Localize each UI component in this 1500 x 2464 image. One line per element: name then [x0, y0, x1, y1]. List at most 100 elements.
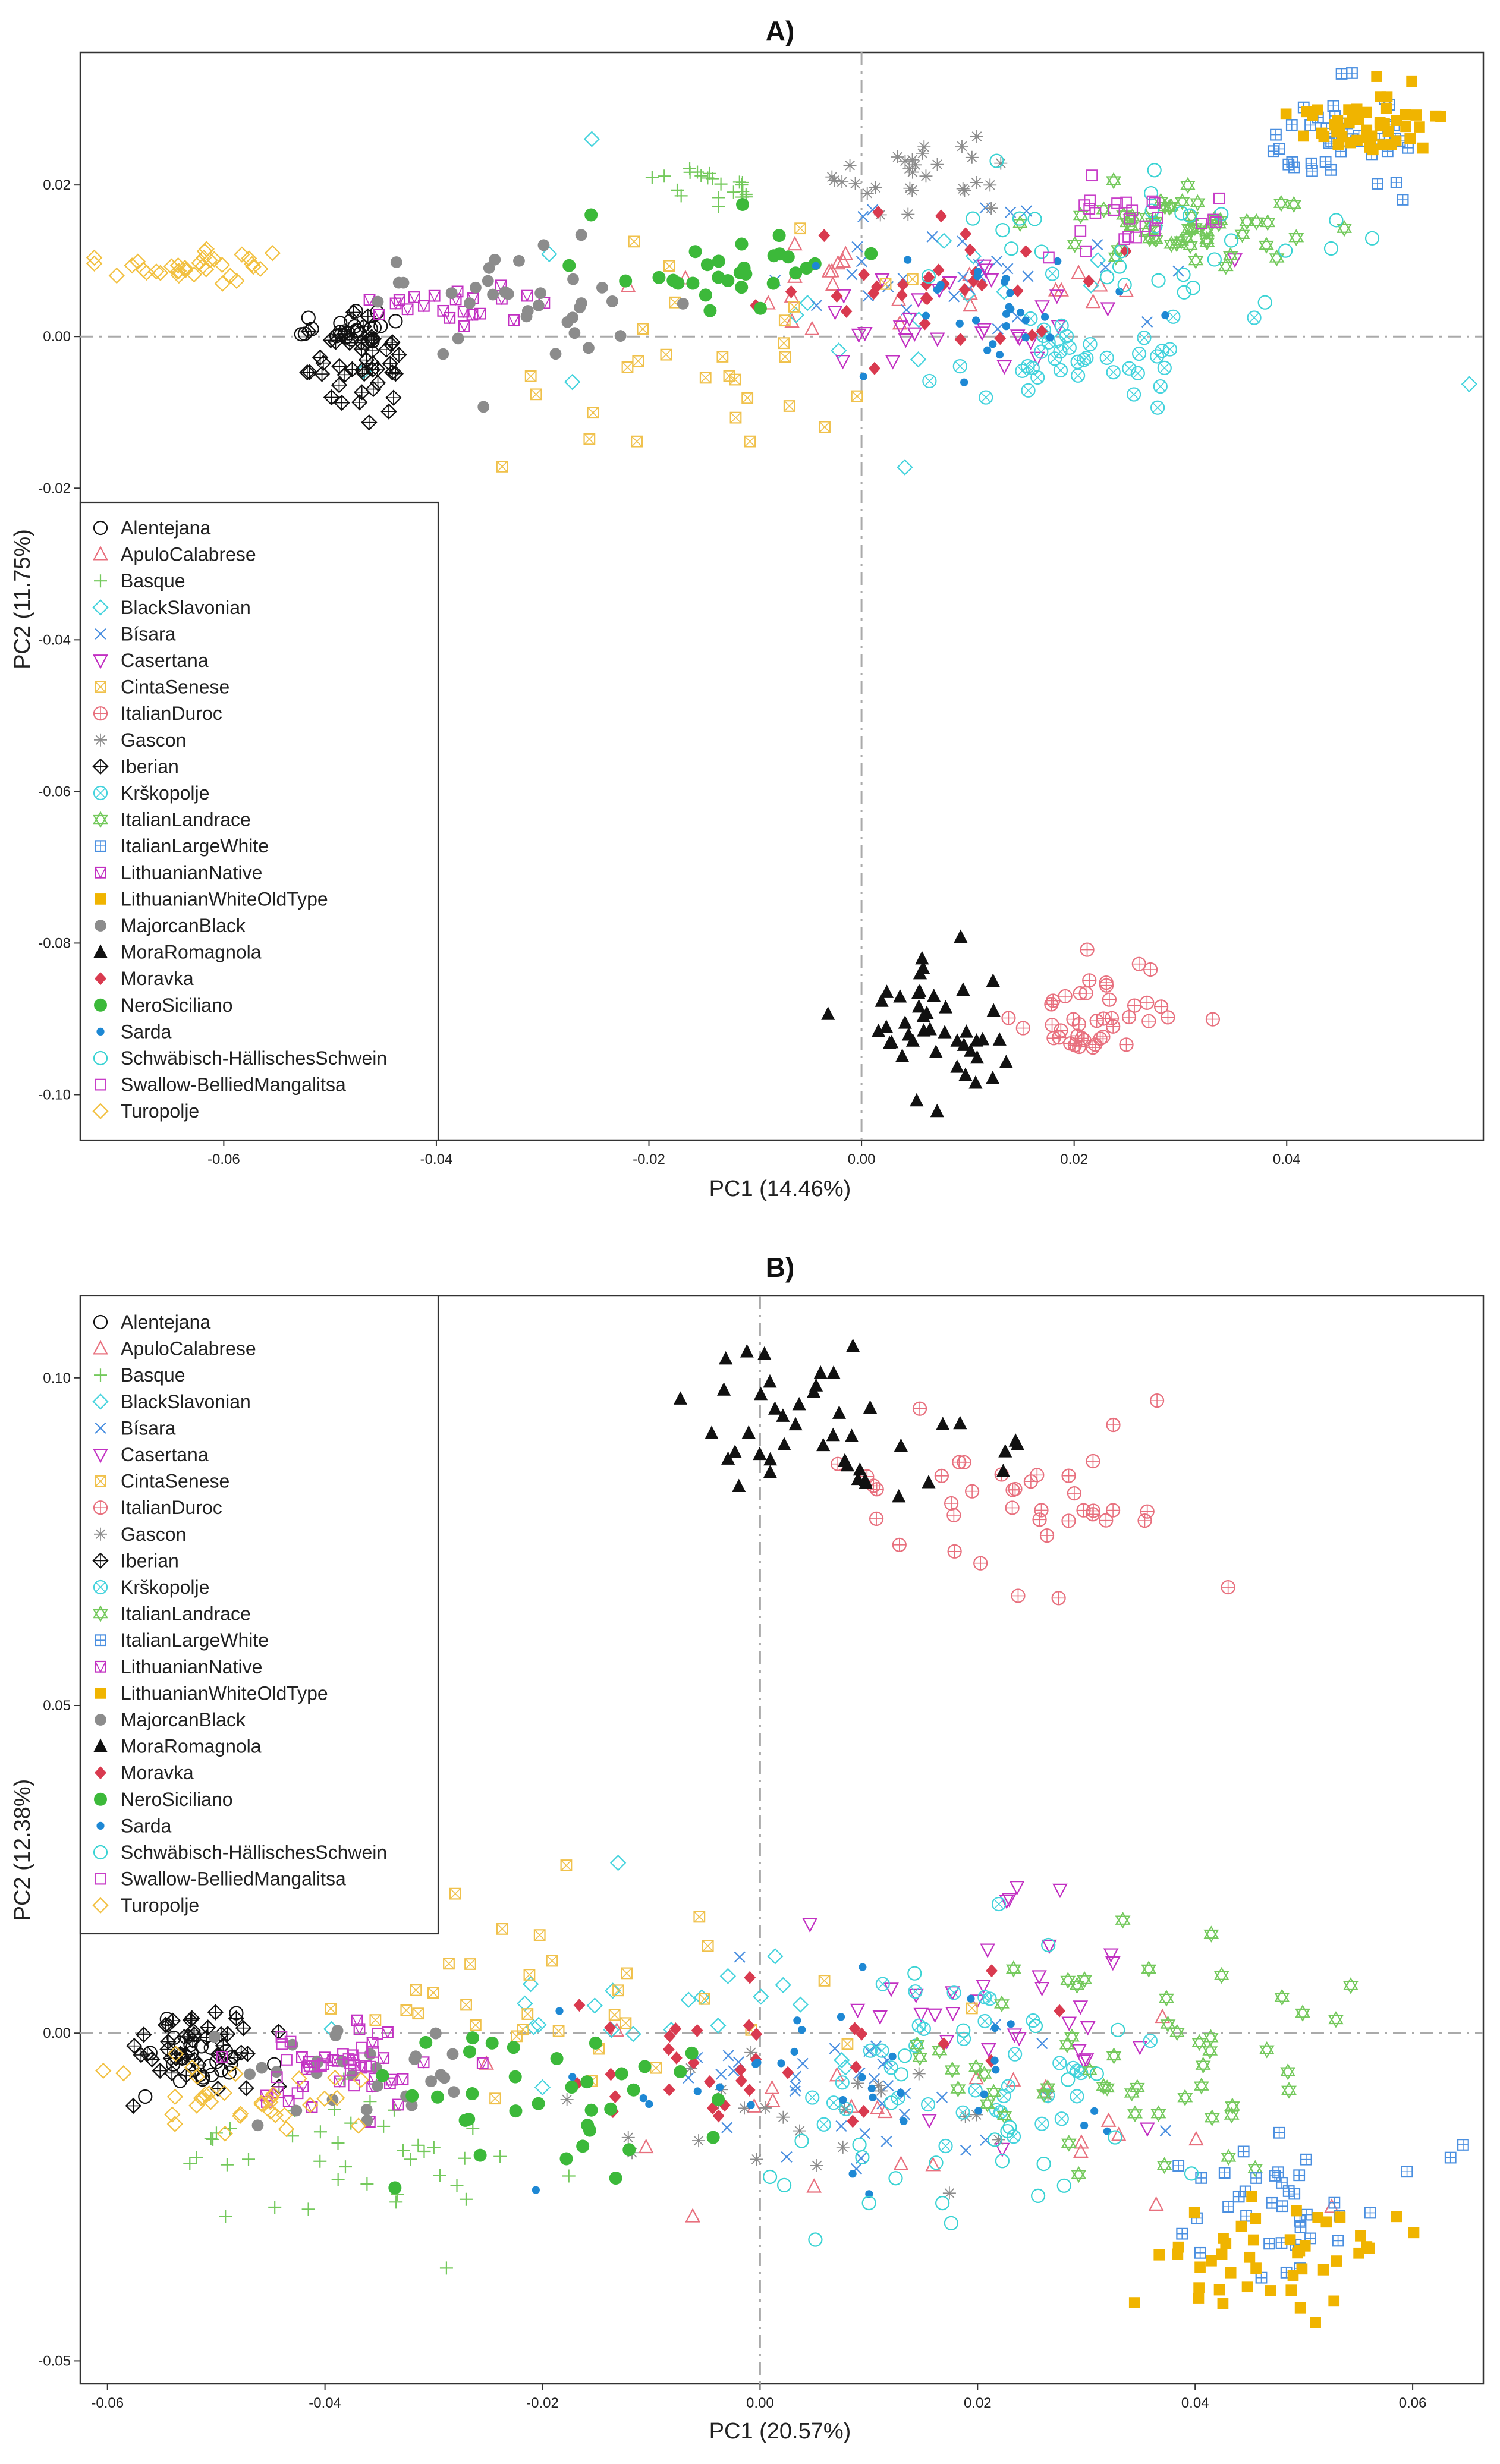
panel-a-point-alentejana	[349, 323, 364, 338]
panel-b-point-lithuanianwhiteoldtype	[1194, 2261, 1206, 2273]
panel-b-point-krskopolje	[908, 1984, 923, 1999]
panel-a-point-moraromagnola	[879, 1019, 894, 1033]
panel-a-point-sarda	[812, 262, 820, 270]
panel-b-series-schwabisch-hallischesschwein	[762, 1937, 1199, 2247]
panel-a-point-nerosiciliano	[666, 273, 680, 287]
panel-a-legend-marker-gascon	[94, 733, 107, 747]
panel-b-point-italianlandrace	[1127, 2105, 1143, 2123]
panel-b-point-krskopolje	[991, 1896, 1007, 1912]
panel-b-point-majorcanblack	[208, 2031, 221, 2043]
panel-b-point-apulocalabrese	[806, 2178, 822, 2193]
panel-b-point-krskopolje	[911, 2018, 926, 2033]
panel-a-point-moravka	[840, 304, 853, 318]
panel-b-point-moraromagnola	[998, 1444, 1012, 1458]
panel-b-point-nerosiciliano	[405, 2089, 419, 2103]
panel-b-point-italianlandrace	[1221, 2148, 1237, 2166]
panel-a-point-majorcanblack	[483, 262, 495, 274]
panel-b-point-turopolje	[262, 2103, 279, 2120]
panel-b-point-italianlandrace	[909, 2036, 925, 2053]
panel-b-point-apulocalabrese	[685, 2208, 700, 2223]
panel-a-point-italianduroc	[1127, 998, 1142, 1013]
panel-a-point-nerosiciliano	[737, 261, 751, 275]
panel-a-point-schwabisch-hallischesschwein	[1151, 273, 1166, 288]
panel-a-legend-label: Iberian	[121, 756, 179, 777]
panel-a-point-lithuanianwhiteoldtype	[1371, 71, 1383, 82]
panel-b-legend-marker-gascon	[94, 1527, 107, 1541]
panel-a-point-italianduroc	[1140, 995, 1155, 1010]
panel-b-point-italianlandrace	[1106, 2047, 1122, 2065]
panel-a-point-basque	[727, 185, 740, 199]
panel-b-point-italianlandrace	[979, 2095, 995, 2113]
panel-a-point-turopolje	[191, 254, 207, 271]
panel-a-point-krskopolje	[1157, 360, 1172, 375]
panel-a-point-iberian	[384, 364, 401, 381]
panel-b-point-cintasenese	[410, 1984, 422, 1996]
panel-b-point-blackslavonian	[767, 1948, 784, 1965]
panel-b-point-nerosiciliano	[706, 2131, 720, 2144]
panel-b-legend-label: Sarda	[121, 1815, 172, 1836]
panel-a-point-blackslavonian	[541, 246, 558, 263]
panel-b-point-krskopolje	[916, 2021, 931, 2036]
panel-b-point-moraromagnola	[892, 1489, 906, 1503]
panel-b-point-lithuanianwhiteoldtype	[1213, 2284, 1225, 2296]
panel-a-point-moravka	[1026, 328, 1038, 342]
panel-a-legend-marker-italianlandrace	[93, 811, 108, 828]
panel-b-point-lithuanianwhiteoldtype	[1328, 2295, 1340, 2307]
panel-b-legend-marker-sarda	[96, 1821, 105, 1830]
panel-b-point-italianduroc	[1030, 1468, 1045, 1483]
panel-b-legend-marker-iberian	[92, 1552, 109, 1569]
panel-b-point-nerosiciliano	[507, 2041, 520, 2054]
panel-a-point-moraromagnola	[958, 1067, 973, 1081]
panel-a-point-cintasenese	[779, 351, 791, 363]
panel-b-point-casertana	[981, 2043, 996, 2058]
panel-b-point-blackslavonian	[792, 1996, 809, 2013]
panel-b-point-basque	[360, 2177, 374, 2191]
panel-b-point-krskopolje	[955, 2105, 970, 2120]
panel-a-point-sarda	[1021, 333, 1030, 342]
panel-b-point-italianlandrace	[1077, 1971, 1093, 1988]
panel-b-point-gascon	[992, 2133, 1005, 2147]
panel-b-point-moraromagnola	[721, 1451, 735, 1465]
panel-b-point-italianlandrace	[1059, 2036, 1075, 2054]
panel-b-legend-item-alentejana: Alentejana	[93, 1311, 210, 1333]
panel-a-point-apulocalabrese	[1071, 264, 1087, 279]
panel-a-point-bisara	[991, 255, 1003, 268]
panel-b-point-italianduroc	[1051, 1591, 1066, 1606]
panel-b-point-nerosiciliano	[466, 2087, 479, 2101]
panel-b-point-blackslavonian	[710, 2017, 727, 2034]
panel-b-point-blackslavonian	[609, 1855, 627, 1871]
panel-b-point-bisara	[790, 2080, 801, 2092]
panel-b-point-italianlandrace	[976, 2065, 992, 2083]
panel-a-point-turopolje	[86, 255, 103, 272]
panel-a-point-nerosiciliano	[735, 281, 749, 294]
panel-b-point-cintasenese	[400, 2004, 413, 2016]
panel-b-point-nerosiciliano	[509, 2104, 523, 2118]
panel-a-legend-item-majorcanblack: MajorcanBlack	[95, 915, 246, 936]
panel-a-point-lithuanianwhiteoldtype	[1380, 102, 1392, 114]
panel-a-legend-marker-schwabisch-hallischesschwein	[93, 1050, 108, 1066]
panel-b-point-lithuanianwhiteoldtype	[1284, 2234, 1296, 2246]
panel-b-point-italianlandrace	[1115, 1911, 1131, 1929]
panel-b-point-cintasenese	[489, 2092, 501, 2105]
panel-b-point-italianlandrace	[1159, 1990, 1174, 2007]
panel-b-point-lithuanianwhiteoldtype	[1296, 2263, 1308, 2275]
panel-b-point-cintasenese	[460, 1999, 472, 2011]
panel-b-point-nerosiciliano	[419, 2035, 433, 2049]
panel-a-point-italianlargewhite	[1306, 165, 1318, 177]
panel-b-point-cintasenese	[443, 1958, 455, 1970]
panel-b-point-iberian	[238, 2080, 254, 2097]
panel-b-point-italianlandrace	[1099, 2079, 1115, 2097]
panel-a-point-iberian	[382, 355, 398, 372]
panel-a-point-lithuanianwhiteoldtype	[1381, 91, 1393, 103]
panel-a-series-iberian	[299, 304, 407, 431]
panel-a-point-turopolje	[86, 249, 103, 266]
panel-b-point-italianlargewhite	[1401, 2166, 1413, 2178]
panel-b-legend-marker-casertana	[93, 1449, 108, 1464]
panel-a-point-swallow-belliedmangalitsa	[1043, 251, 1055, 264]
panel-a-point-italianlandrace	[1162, 199, 1177, 216]
panel-a-point-moraromagnola	[930, 1103, 944, 1118]
panel-b-point-blackslavonian	[719, 1968, 737, 1984]
panel-b-point-turopolje	[232, 2107, 249, 2125]
panel-b-point-bisara	[835, 2120, 847, 2132]
